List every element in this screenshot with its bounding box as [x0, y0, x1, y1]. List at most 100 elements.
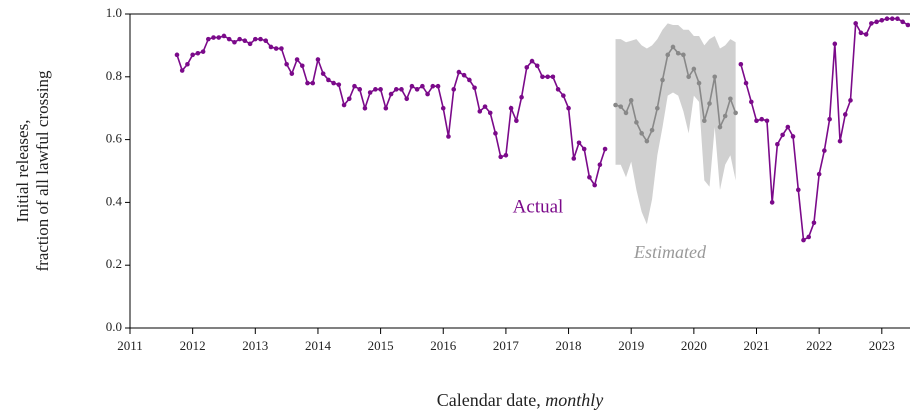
data-point [211, 35, 216, 40]
data-point [597, 162, 603, 168]
x-axis-label-text: Calendar date, [437, 390, 541, 410]
data-point [425, 91, 430, 97]
data-point [540, 74, 545, 80]
data-point [534, 63, 540, 69]
data-point [467, 77, 472, 83]
data-point [508, 105, 514, 111]
data-point [289, 71, 295, 76]
data-point [900, 19, 905, 25]
data-point [268, 44, 274, 50]
data-point [367, 90, 373, 95]
x-tick-label: 2012 [180, 338, 206, 353]
data-point [362, 105, 368, 111]
data-point [320, 71, 326, 76]
data-point [555, 87, 561, 92]
data-point [895, 16, 900, 22]
data-point [848, 98, 853, 103]
data-point [226, 36, 232, 42]
data-point [310, 80, 316, 86]
data-point [649, 127, 655, 133]
data-point [247, 41, 253, 47]
data-point [357, 87, 363, 92]
data-point [759, 116, 765, 122]
annotation-estimated: Estimated [633, 242, 707, 262]
data-point [733, 110, 738, 116]
data-point [294, 57, 300, 62]
data-point [905, 22, 910, 28]
y-tick-label: 0.4 [106, 193, 123, 208]
data-point [691, 66, 697, 72]
data-point [524, 65, 530, 70]
data-point [639, 131, 644, 136]
data-point [775, 142, 780, 147]
data-point [764, 118, 770, 124]
data-point [681, 52, 686, 58]
data-point [571, 156, 577, 161]
data-point [273, 46, 279, 51]
data-point [221, 33, 227, 39]
data-point [628, 98, 634, 103]
data-point [299, 63, 305, 69]
data-point [519, 94, 524, 100]
y-tick-label: 1.0 [106, 5, 122, 20]
x-tick-label: 2011 [117, 338, 143, 353]
data-point [242, 38, 248, 43]
data-point [472, 85, 477, 91]
data-point [889, 16, 895, 22]
data-point [216, 35, 222, 40]
data-point [420, 83, 425, 89]
data-point [200, 49, 206, 54]
x-axis-label-emphasis: monthly [545, 390, 603, 410]
data-point [712, 74, 718, 80]
data-point [326, 77, 331, 83]
data-point [232, 39, 237, 45]
data-point [743, 80, 749, 86]
data-point [477, 109, 483, 114]
data-point [503, 153, 509, 158]
data-point [581, 146, 587, 152]
x-tick-label: 2013 [242, 338, 268, 353]
data-point [206, 36, 211, 42]
data-point [493, 131, 498, 136]
data-point [728, 96, 733, 102]
data-point [258, 36, 263, 42]
data-point [795, 187, 801, 193]
data-point [832, 41, 838, 47]
x-tick-label: 2017 [493, 338, 520, 353]
data-point [414, 87, 420, 92]
data-point [195, 50, 201, 56]
data-point [305, 80, 310, 86]
annotation-actual: Actual [513, 196, 564, 217]
data-point [179, 68, 185, 73]
data-point [409, 83, 415, 89]
data-point [435, 83, 441, 89]
data-point [675, 50, 681, 56]
data-point [253, 36, 258, 42]
data-point [665, 52, 671, 58]
data-point [811, 220, 817, 226]
data-point [174, 52, 180, 58]
data-point [686, 74, 691, 80]
data-point [545, 74, 550, 80]
x-tick-label: 2020 [681, 338, 707, 353]
data-point [623, 110, 629, 116]
data-point [315, 57, 321, 62]
data-point [717, 124, 723, 130]
data-point [440, 105, 446, 111]
y-tick-label: 0.0 [106, 319, 122, 334]
data-point [279, 46, 284, 51]
data-point [785, 124, 791, 130]
data-point [284, 61, 289, 67]
confidence-band [615, 23, 736, 225]
data-point [393, 87, 399, 92]
data-point [738, 61, 744, 67]
data-point [634, 120, 639, 125]
y-tick-label: 0.6 [106, 131, 123, 146]
data-point [352, 83, 357, 89]
data-point [566, 105, 571, 111]
data-point [769, 200, 775, 205]
data-point [592, 182, 597, 188]
data-point [190, 52, 195, 58]
data-point [383, 105, 389, 111]
